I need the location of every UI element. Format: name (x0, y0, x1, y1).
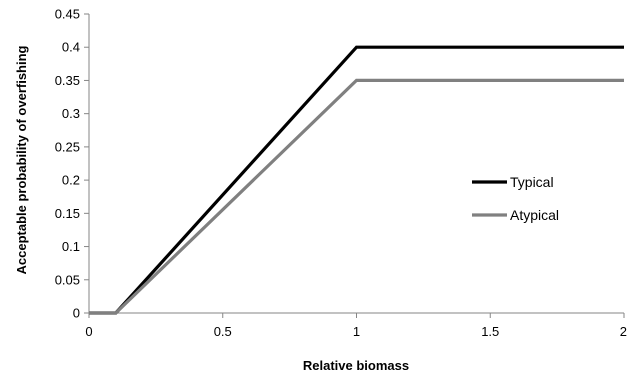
y-tick-label: 0.3 (62, 106, 80, 121)
x-tick-label: 0 (85, 324, 92, 339)
legend: Typical Atypical (472, 174, 559, 223)
axes (84, 13, 625, 318)
y-tick-label: 0 (73, 306, 80, 321)
y-tick-label: 0.2 (62, 173, 80, 188)
x-tick-label: 1 (353, 324, 360, 339)
legend-label-typical: Typical (510, 174, 554, 190)
y-tick-label: 0.05 (55, 272, 80, 287)
y-tick-label: 0.25 (55, 139, 80, 154)
series-line-atypical (89, 78, 624, 315)
y-tick-label: 0.15 (55, 206, 80, 221)
x-axis-label: Relative biomass (303, 358, 409, 373)
y-tick-label: 0.35 (55, 73, 80, 88)
y-tick-label: 0.45 (55, 7, 80, 22)
x-tick-label: 0.5 (214, 324, 232, 339)
y-tick-label: 0.4 (62, 40, 80, 55)
legend-label-atypical: Atypical (510, 207, 559, 223)
tick-labels: 0 0.05 0.1 0.15 0.2 0.25 0.3 0.35 0.4 0.45 0 0.5 1 1.… (55, 7, 627, 340)
x-tick-label: 2 (620, 324, 627, 339)
x-tick-label: 1.5 (481, 324, 499, 339)
series-lines (89, 45, 624, 315)
y-tick-label: 0.1 (62, 239, 80, 254)
y-axis-label: Acceptable probability of overfishing (14, 45, 29, 274)
